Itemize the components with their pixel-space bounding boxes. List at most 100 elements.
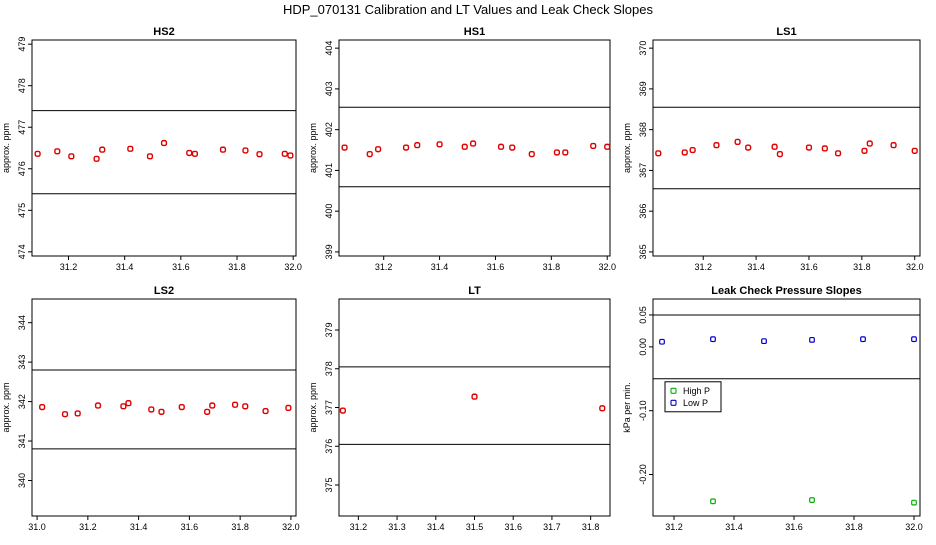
data-point (834, 150, 842, 157)
data-point (125, 400, 132, 407)
x-tick-label: 32.0 (284, 262, 302, 272)
y-axis-label: approx. ppm (1, 382, 11, 432)
plot-frame (31, 298, 297, 517)
data-point (590, 142, 597, 150)
y-tick-label: 370 (638, 41, 648, 56)
data-point (99, 146, 106, 153)
y-tick-label: 0.05 (638, 306, 648, 324)
x-tick-label: 31.8 (845, 522, 863, 532)
data-point (339, 407, 346, 414)
y-tick-label: 400 (324, 204, 334, 219)
x-tick-label: 31.4 (725, 522, 743, 532)
data-point (509, 144, 516, 151)
data-point (655, 150, 662, 157)
x-tick-label: 32.0 (905, 522, 923, 532)
data-point (209, 402, 216, 409)
x-tick-label: 31.6 (172, 262, 190, 272)
data-point (890, 142, 897, 149)
panel-leak: Leak Check Pressure Slopes kPa per min. 31… (622, 285, 923, 532)
data-point (734, 138, 741, 145)
panel-hs1: HS1 approx. ppm 31.2 31.4 31.6 31.8 32.0 399 400… (308, 26, 616, 272)
y-tick-label: 341 (17, 434, 27, 449)
x-tick-label: 31.2 (375, 262, 393, 272)
data-point (745, 144, 752, 151)
x-tick-label: 31.4 (116, 262, 134, 272)
data-point (148, 406, 155, 413)
plot-frame (652, 298, 921, 517)
legend-marker (670, 387, 677, 394)
y-tick-label: 366 (638, 204, 648, 219)
y-tick-label: 367 (638, 163, 648, 178)
data-point (287, 152, 294, 159)
data-point-low-p (809, 336, 815, 343)
plot-frame (31, 39, 297, 257)
x-tick-label: 31.6 (504, 522, 522, 532)
y-axis-label: approx. ppm (1, 123, 11, 173)
data-point (771, 143, 778, 150)
x-tick-label: 31.3 (388, 522, 406, 532)
data-point (262, 407, 269, 415)
x-tick-label: 32.0 (598, 262, 616, 272)
data-point (61, 411, 69, 418)
x-tick-label: 31.2 (350, 522, 368, 532)
data-point (242, 403, 249, 410)
data-point (94, 402, 102, 409)
y-tick-label: 340 (17, 473, 27, 488)
data-point (553, 149, 561, 156)
panel-title: LS2 (154, 285, 174, 297)
data-point (74, 410, 81, 417)
legend-marker (670, 399, 677, 406)
data-point-high-p (710, 498, 716, 505)
data-point (866, 140, 873, 147)
x-tick-label: 31.4 (431, 262, 449, 272)
data-point-high-p (911, 499, 917, 506)
data-point (497, 143, 505, 150)
y-tick-label: 399 (324, 244, 334, 259)
data-point (39, 404, 46, 411)
data-point (528, 151, 535, 158)
plot-frame (652, 39, 921, 257)
data-point (120, 403, 127, 410)
x-tick-label: 31.7 (543, 522, 561, 532)
data-point (341, 144, 348, 151)
x-tick-label: 31.2 (79, 522, 97, 532)
data-point (681, 149, 688, 156)
x-tick-label: 31.2 (694, 262, 712, 272)
data-point (34, 150, 41, 157)
data-point (776, 151, 783, 158)
panel-title: HS2 (153, 26, 174, 38)
x-tick-label: 31.6 (800, 262, 818, 272)
data-point (461, 143, 468, 150)
panel-title: LT (468, 285, 481, 297)
data-point (470, 140, 477, 147)
y-tick-label: 343 (17, 355, 27, 370)
data-point-low-p (659, 338, 665, 345)
y-tick-label: 369 (638, 81, 648, 96)
y-tick-label: 479 (17, 37, 27, 52)
y-tick-label: 376 (324, 439, 334, 454)
y-tick-label: 365 (638, 244, 648, 259)
y-tick-label: 379 (324, 322, 334, 337)
x-tick-label: 31.8 (228, 262, 246, 272)
data-point (414, 142, 421, 149)
data-point-low-p (710, 336, 716, 343)
data-point (256, 151, 263, 158)
x-tick-label: 31.4 (427, 522, 445, 532)
x-tick-label: 31.8 (853, 262, 871, 272)
x-tick-label: 31.4 (130, 522, 148, 532)
panel-ls1: LS1 approx. ppm 31.2 31.4 31.6 31.8 32.0 365 366… (622, 26, 923, 272)
panel-hs2: HS2 approx. ppm 31.2 31.4 31.6 31.8 32.0 474 475… (1, 26, 302, 272)
x-tick-label: 32.0 (282, 522, 300, 532)
data-point (158, 408, 165, 415)
y-tick-label: 0.00 (638, 338, 648, 356)
y-tick-label: 401 (324, 163, 334, 178)
data-point (219, 146, 227, 153)
x-tick-label: 31.4 (747, 262, 765, 272)
y-axis-label: kPa per min. (622, 382, 632, 433)
data-point (68, 153, 75, 160)
y-axis-label: approx. ppm (622, 123, 632, 173)
data-point (146, 153, 154, 160)
data-point (285, 404, 292, 411)
panel-lt: LT approx. ppm 31.2 31.3 31.4 31.5 31.6 31.7 31.… (308, 285, 611, 532)
data-point (186, 149, 193, 157)
